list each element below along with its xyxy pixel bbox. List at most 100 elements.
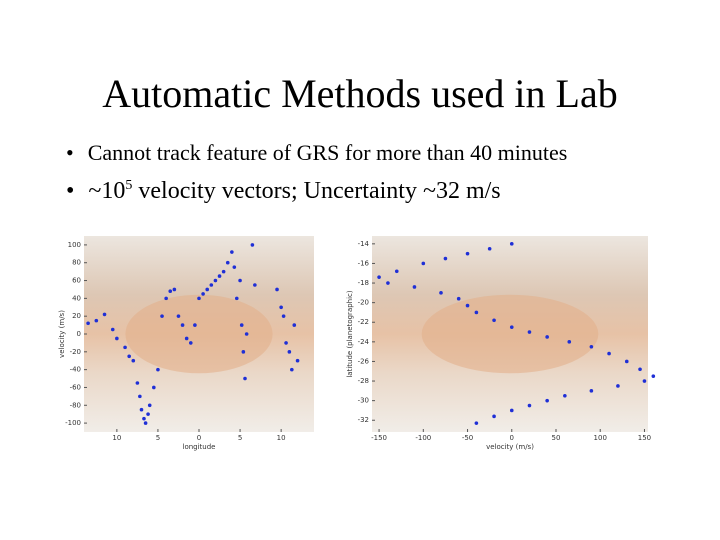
y-tick-label: 20 [72,312,81,320]
data-point [492,414,496,419]
bullet-text: Cannot track feature of GRS for more tha… [87,140,568,165]
data-point [250,243,255,247]
data-point [110,327,115,332]
y-tick-label: 0 [77,330,81,338]
data-point [456,296,461,301]
data-point [188,341,193,345]
data-point [492,318,496,323]
y-tick-label: -80 [70,401,81,409]
y-tick-label: -60 [70,383,81,391]
data-point [127,354,131,359]
data-point [102,312,107,317]
data-point [545,335,549,339]
data-point [197,296,201,301]
x-tick-label: -100 [415,434,431,442]
y-tick-label: -20 [70,348,81,356]
data-point [638,367,642,372]
data-point [201,292,205,296]
data-point [168,289,173,294]
data-point [180,323,185,327]
y-tick-label: -16 [358,259,370,267]
data-point [474,421,479,425]
data-point [545,398,549,403]
data-point [439,291,443,295]
data-point [164,296,168,301]
data-point [230,250,234,254]
x-tick-label: 0 [510,434,514,442]
x-axis-label: longitude [183,443,216,451]
data-point [205,287,210,292]
data-point [115,336,119,341]
data-point [290,367,294,372]
superscript: 5 [125,178,133,193]
x-axis-label: velocity (m/s) [486,443,534,451]
data-point [123,345,127,350]
bullet-text: velocity vectors; Uncertainty ~32 m/s [132,178,501,204]
data-point [509,242,514,246]
data-point [295,358,300,363]
data-point [138,394,142,399]
data-point [509,408,514,413]
data-point [225,260,230,265]
data-point [147,403,152,408]
y-tick-label: -14 [358,240,370,248]
x-tick-label: -150 [371,434,387,442]
data-point [94,318,99,323]
data-point [232,265,237,269]
slide-title: Automatic Methods used in Lab [102,71,618,116]
data-point [279,305,283,310]
y-tick-label: -20 [358,299,369,307]
y-tick-label: -100 [65,419,81,427]
data-point [221,269,226,274]
x-tick-label: 150 [638,434,651,442]
data-point [213,278,218,283]
bullet: • Cannot track feature of GRS for more th… [66,140,568,165]
data-point [607,351,611,356]
data-point [160,314,164,318]
y-tick-label: 60 [72,277,81,285]
data-point [234,296,239,301]
y-tick-label: -32 [358,416,369,424]
data-point [465,251,470,256]
data-point [86,321,90,326]
bullet: • ~105 velocity vectors; Uncertainty ~32 … [66,178,501,204]
data-point [563,393,567,398]
data-point [567,340,572,344]
data-point [156,367,160,372]
data-point [487,246,492,251]
data-point [527,330,532,334]
data-point [443,256,448,261]
data-point [193,323,197,327]
data-point [184,336,189,341]
data-point [239,323,244,327]
y-tick-label: 80 [72,259,81,267]
data-point [284,341,288,345]
data-point [172,287,177,292]
x-tick-label: -50 [462,434,473,442]
y-tick-label: -24 [358,338,370,346]
bullet-text: ~10 [88,178,126,204]
y-tick-label: 100 [68,241,81,249]
data-point [377,275,381,279]
data-point [287,350,292,354]
data-point [474,310,479,315]
data-point [176,314,181,318]
y-tick-label: -18 [358,279,369,287]
y-axis-label: latitude (planetographic) [346,290,354,378]
data-point [243,376,247,381]
y-tick-label: -26 [358,357,370,365]
data-point [589,344,594,349]
data-point [253,283,257,287]
red-spot [125,294,273,374]
data-point [589,389,594,393]
data-point [275,287,279,292]
data-point [143,421,148,425]
y-tick-label: -22 [358,318,369,326]
x-tick-label: 5 [238,434,242,442]
data-point [152,385,156,390]
data-point [421,261,426,266]
y-tick-label: -28 [358,377,369,385]
data-point [509,325,514,329]
